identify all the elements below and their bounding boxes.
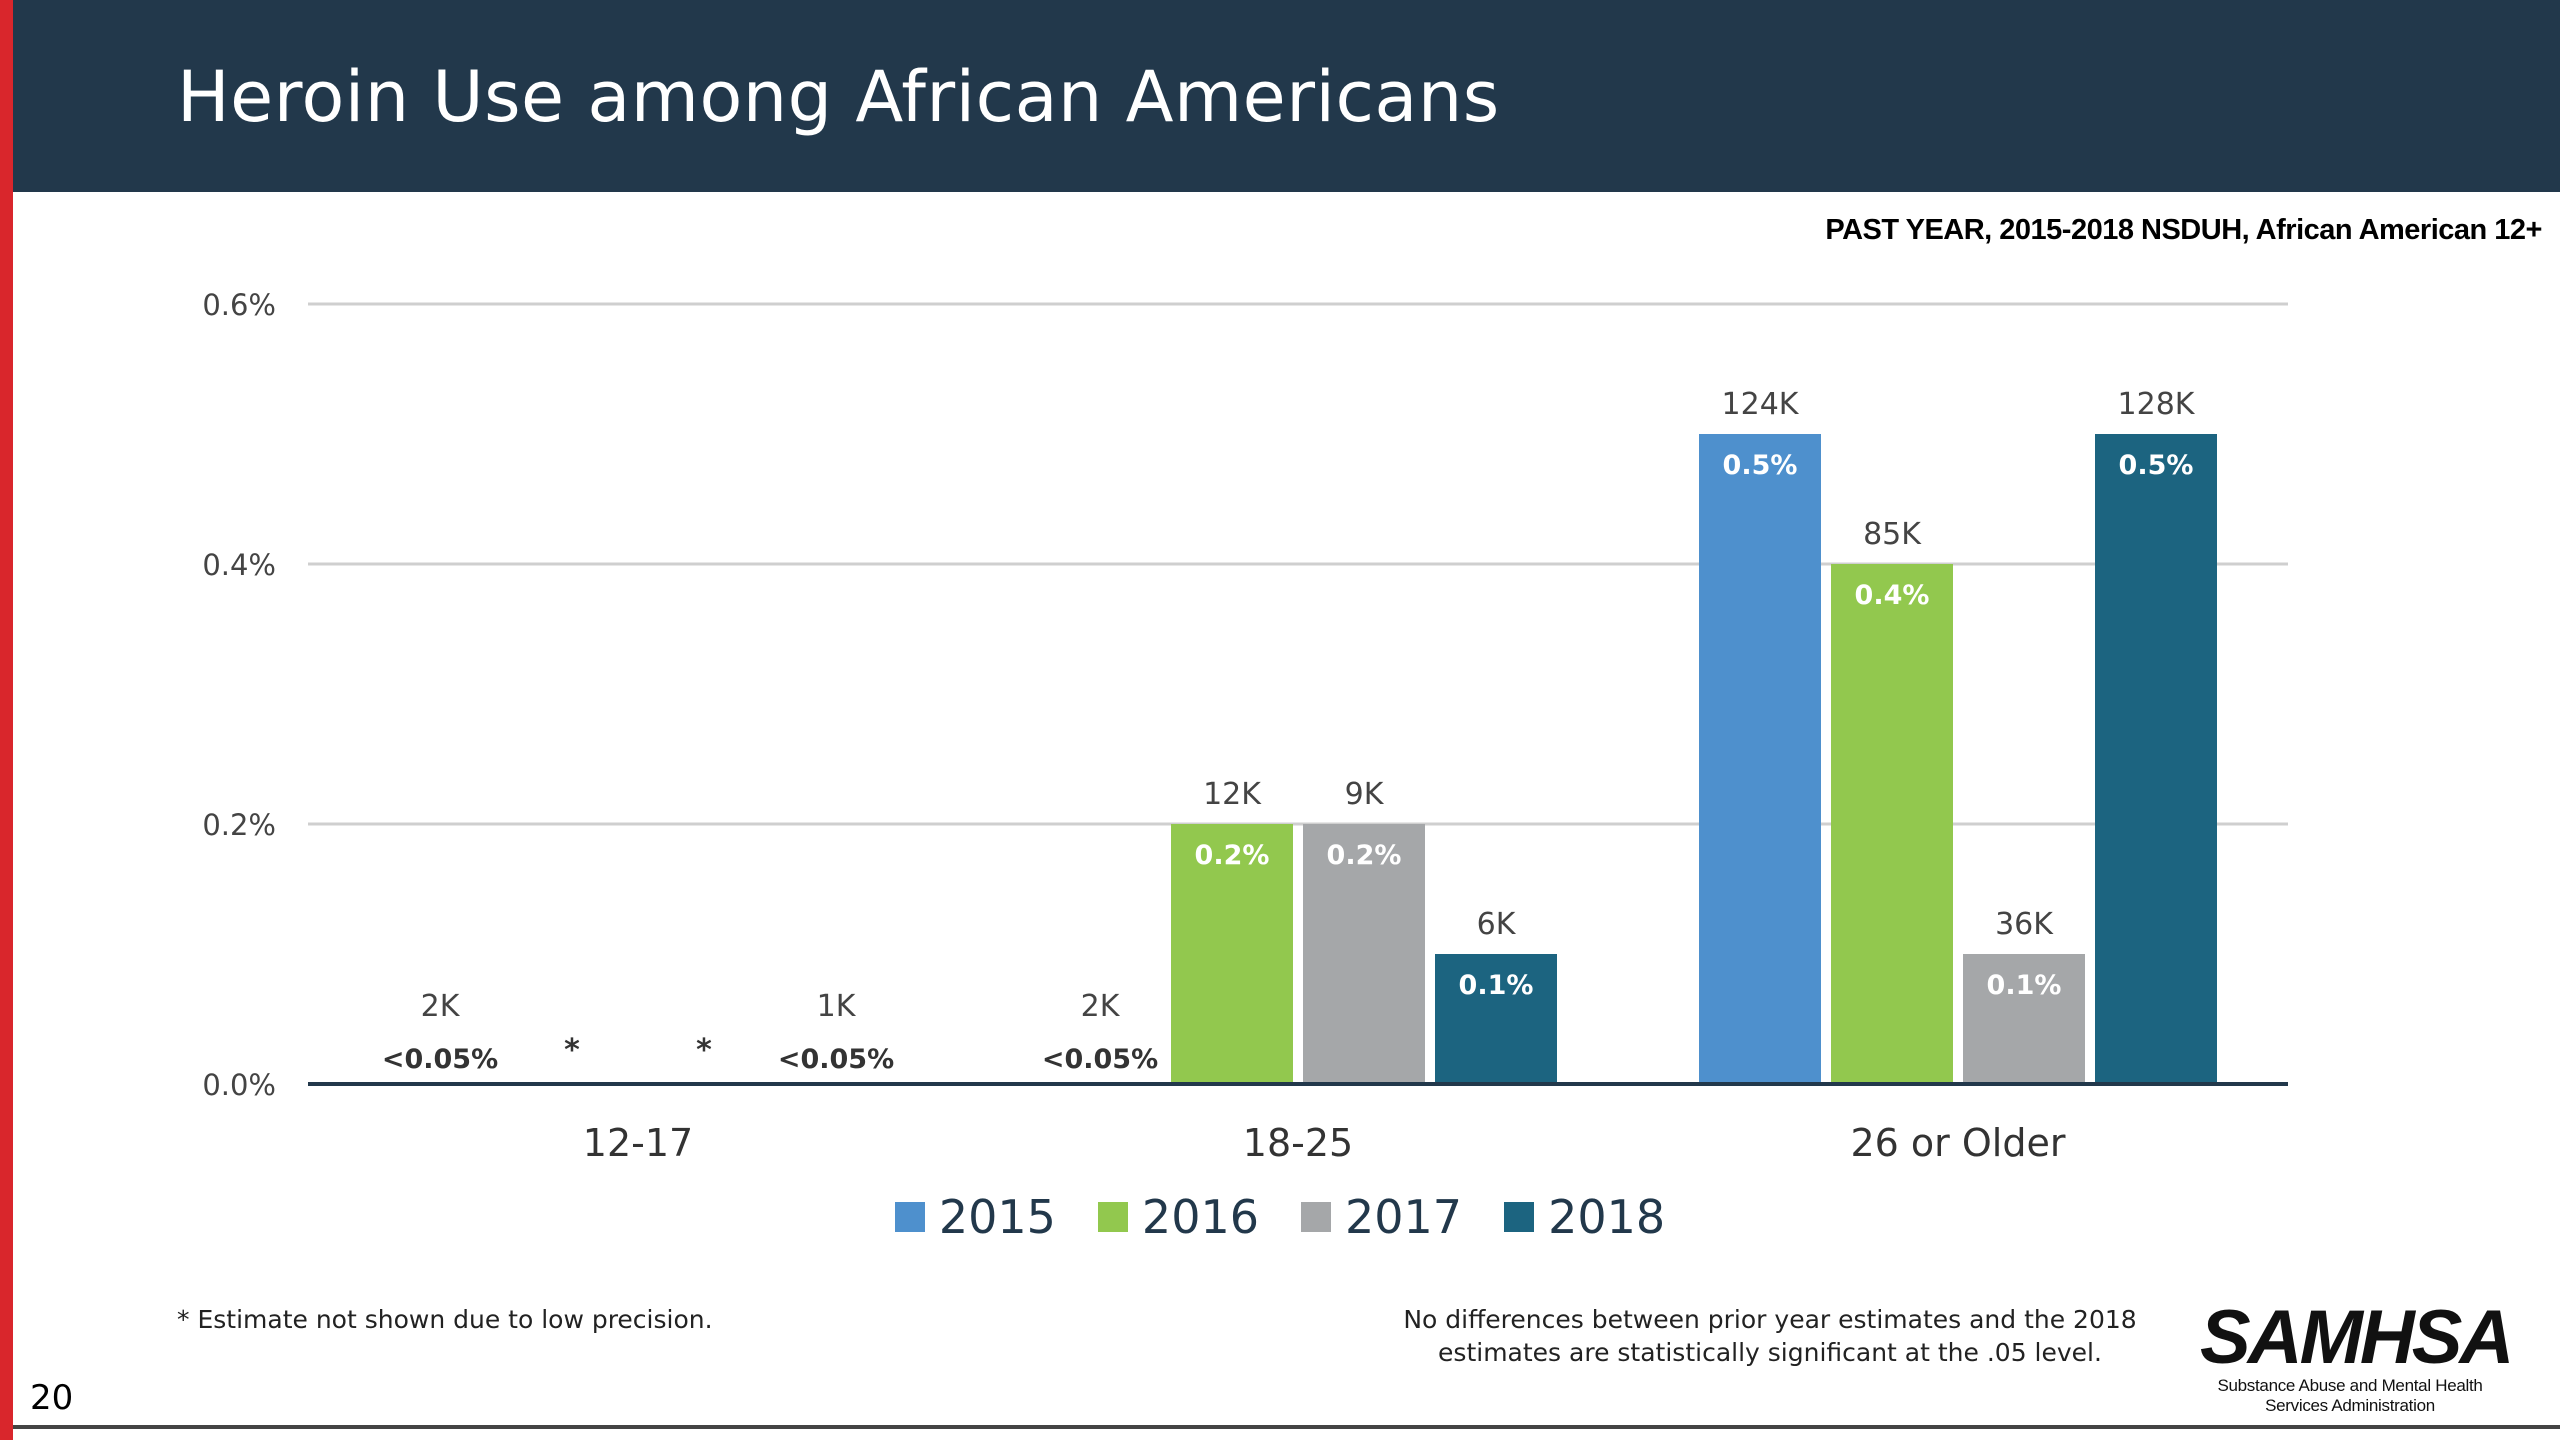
bar-value-label: 0.1% xyxy=(1459,970,1534,1001)
bottom-rule xyxy=(13,1425,2560,1429)
legend-label: 2018 xyxy=(1548,1190,1666,1244)
y-tick-label: 0.0% xyxy=(202,1068,276,1102)
legend-swatch xyxy=(1301,1202,1331,1232)
legend-label: 2016 xyxy=(1141,1190,1259,1244)
left-accent-bar xyxy=(0,0,13,1440)
samhsa-logo: SAMHSA Substance Abuse and Mental Health… xyxy=(2200,1295,2514,1416)
legend-item: 2016 xyxy=(1097,1190,1259,1244)
bar-2017-26-or-older xyxy=(1963,954,2085,1084)
legend-swatch xyxy=(1504,1202,1535,1232)
category-label: 18-25 xyxy=(1243,1121,1353,1165)
page-number: 20 xyxy=(30,1378,74,1418)
bar-count-label: 12K xyxy=(1203,777,1262,812)
suppressed-marker: * xyxy=(564,1033,580,1068)
bar-count-label: 128K xyxy=(2118,387,2196,422)
logo-subtitle-line-1: Substance Abuse and Mental Health xyxy=(2217,1376,2483,1395)
category-label: 12-17 xyxy=(583,1121,693,1165)
bar-value-label: 0.4% xyxy=(1855,580,1930,611)
chart-legend: 2015 2016 2017 2018 xyxy=(0,1190,2560,1244)
bar-count-label: 36K xyxy=(1995,907,2054,942)
legend-item: 2017 xyxy=(1301,1190,1462,1244)
bar-value-label: 0.2% xyxy=(1327,840,1402,871)
bar-count-label: 6K xyxy=(1477,907,1517,942)
bar-count-label: 124K xyxy=(1722,387,1800,422)
logo-wordmark: SAMHSA xyxy=(2200,1295,2514,1380)
title-banner: Heroin Use among African Americans xyxy=(13,0,2560,192)
y-tick-label: 0.4% xyxy=(202,548,276,582)
chart-subtitle: PAST YEAR, 2015-2018 NSDUH, African Amer… xyxy=(1825,214,2542,246)
legend-item: 2015 xyxy=(894,1190,1056,1244)
legend-swatch xyxy=(1097,1202,1128,1232)
bar-value-label: <0.05% xyxy=(778,1044,894,1075)
bar-2016-26-or-older xyxy=(1831,564,1953,1084)
y-tick-label: 0.6% xyxy=(202,288,276,322)
legend-item: 2018 xyxy=(1504,1190,1665,1244)
y-tick-label: 0.2% xyxy=(202,808,276,842)
logo-subtitle-line-2: Services Administration xyxy=(2265,1396,2435,1415)
slide-title: Heroin Use among African Americans xyxy=(177,56,1500,138)
bar-value-label: <0.05% xyxy=(1042,1044,1158,1075)
bar-2016-18-25 xyxy=(1171,824,1293,1084)
bar-2017-18-25 xyxy=(1303,824,1425,1084)
bar-chart: 0.0% 0.2% 0.4% 0.6% <0.05% 2K * * <0.05% 1K 0.2% 12… xyxy=(202,288,2288,1165)
significance-note: No differences between prior year estima… xyxy=(1390,1303,2150,1369)
bar-count-label: 9K xyxy=(1345,777,1385,812)
bar-count-label: 2K xyxy=(1081,989,1121,1024)
bar-2018-26-or-older xyxy=(2095,434,2217,1084)
category-label: 26 or Older xyxy=(1851,1121,2066,1165)
legend-swatch xyxy=(894,1202,925,1232)
bar-value-label: 0.5% xyxy=(1723,450,1798,481)
bar-count-label: 85K xyxy=(1863,517,1922,552)
bar-value-label: 0.5% xyxy=(2119,450,2194,481)
significance-line-1: No differences between prior year estima… xyxy=(1403,1305,2137,1334)
bar-value-label: 0.1% xyxy=(1987,970,2062,1001)
bar-count-label: 2K xyxy=(421,989,461,1024)
bar-2015-26-or-older xyxy=(1699,434,1821,1084)
low-precision-footnote: * Estimate not shown due to low precisio… xyxy=(177,1305,713,1334)
bar-value-label: 0.2% xyxy=(1195,840,1270,871)
bar-count-label: 1K xyxy=(817,989,857,1024)
bar-2018-18-25 xyxy=(1435,954,1557,1084)
bar-value-label: <0.05% xyxy=(382,1044,498,1075)
legend-label: 2017 xyxy=(1345,1190,1463,1244)
suppressed-marker: * xyxy=(696,1033,712,1068)
significance-line-2: estimates are statistically significant … xyxy=(1438,1338,2102,1367)
legend-label: 2015 xyxy=(938,1190,1056,1244)
